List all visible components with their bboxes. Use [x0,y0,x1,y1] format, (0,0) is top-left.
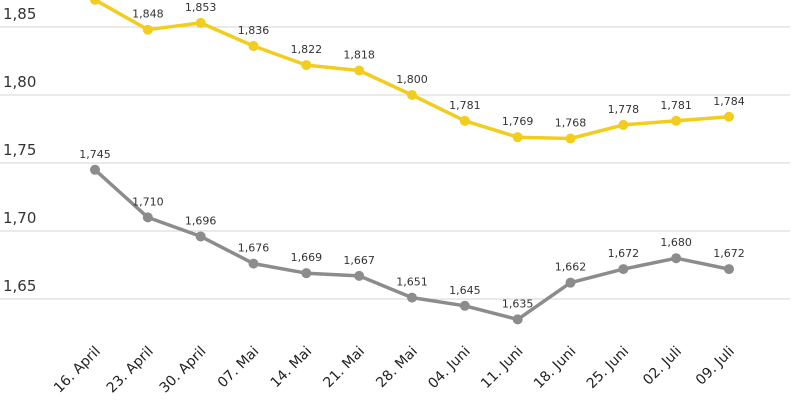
series-layer: 1,848 1,853 1,836 1,822 1,818 1,800 1,781 1,769… [79,0,745,325]
data-point [407,292,417,303]
data-point [618,264,629,275]
y-axis-ticks: 1,65 1,70 1,75 1,80 1,85 [3,5,36,295]
data-label: 1,818 [343,49,375,62]
x-tick-label: 09. Juli [693,344,738,389]
data-point [671,253,682,264]
x-tick-label: 14. Mai [268,344,316,392]
data-point [618,119,629,130]
series-line [93,0,731,141]
x-tick-label: 21. Mai [320,344,368,392]
data-point [90,164,100,175]
x-tick-label: 04. Juni [425,344,473,392]
data-point [248,258,259,269]
x-tick-label: 30. April [157,344,210,397]
data-point [407,90,417,100]
data-label: 1,651 [396,276,428,289]
data-label: 1,645 [449,284,481,297]
data-label: 1,680 [660,236,692,249]
data-point [459,300,470,311]
x-tick-label: 28. Mai [373,344,421,392]
y-tick-label: 1,85 [3,5,36,23]
data-point [671,115,682,126]
x-tick-label: 02. Juli [640,344,685,389]
y-tick-label: 1,65 [3,277,36,295]
data-point [90,0,100,5]
data-point [354,270,365,281]
data-point [459,115,470,126]
data-label: 1,836 [238,24,270,37]
data-label: 1,662 [555,261,587,274]
data-label: 1,710 [132,195,164,208]
data-label: 1,800 [396,73,428,86]
data-label: 1,676 [238,242,270,255]
x-tick-label: 16. April [51,344,104,397]
series-1: 1,848 1,853 1,836 1,822 1,818 1,800 1,781 1,769… [90,0,745,144]
x-tick-label: 25. Juni [584,344,632,392]
data-label: 1,822 [291,43,323,56]
data-label: 1,769 [502,115,534,128]
data-point [565,133,576,144]
data-point [195,231,206,242]
data-label: 1,672 [713,247,745,260]
data-label: 1,669 [291,251,323,264]
data-point [565,277,576,288]
data-point [248,41,259,52]
data-point [142,212,153,223]
data-label: 1,768 [555,117,587,130]
y-tick-label: 1,75 [3,141,36,159]
x-tick-label: 23. April [104,344,157,397]
data-point [724,111,734,122]
grid-lines [0,26,790,300]
series-2: 1,745 1,710 1,696 1,676 1,669 1,667 1,651 1,645… [79,148,745,325]
data-label: 1,784 [713,95,745,108]
data-point [354,65,365,76]
data-point [724,264,734,275]
data-label: 1,667 [343,254,375,267]
x-tick-label: 11. Juni [478,344,526,392]
data-label: 1,635 [502,297,534,310]
data-label: 1,781 [660,99,692,112]
data-point [195,17,206,28]
x-axis-ticks: 16. April 23. April 30. April 07. Mai 14. Ma… [51,344,738,397]
data-point [512,132,523,143]
data-label: 1,672 [608,247,640,260]
data-point [301,268,312,279]
data-label: 1,778 [608,103,640,116]
data-label: 1,853 [185,1,217,14]
y-tick-label: 1,80 [3,73,36,91]
y-tick-label: 1,70 [3,209,36,227]
data-point [512,314,523,325]
data-label: 1,848 [132,8,164,21]
data-label: 1,696 [185,214,217,227]
data-point [142,24,153,35]
data-label: 1,745 [79,148,111,161]
x-tick-label: 07. Mai [215,344,263,392]
data-label: 1,781 [449,99,481,112]
data-point [301,60,312,71]
x-tick-label: 18. Juni [531,344,579,392]
